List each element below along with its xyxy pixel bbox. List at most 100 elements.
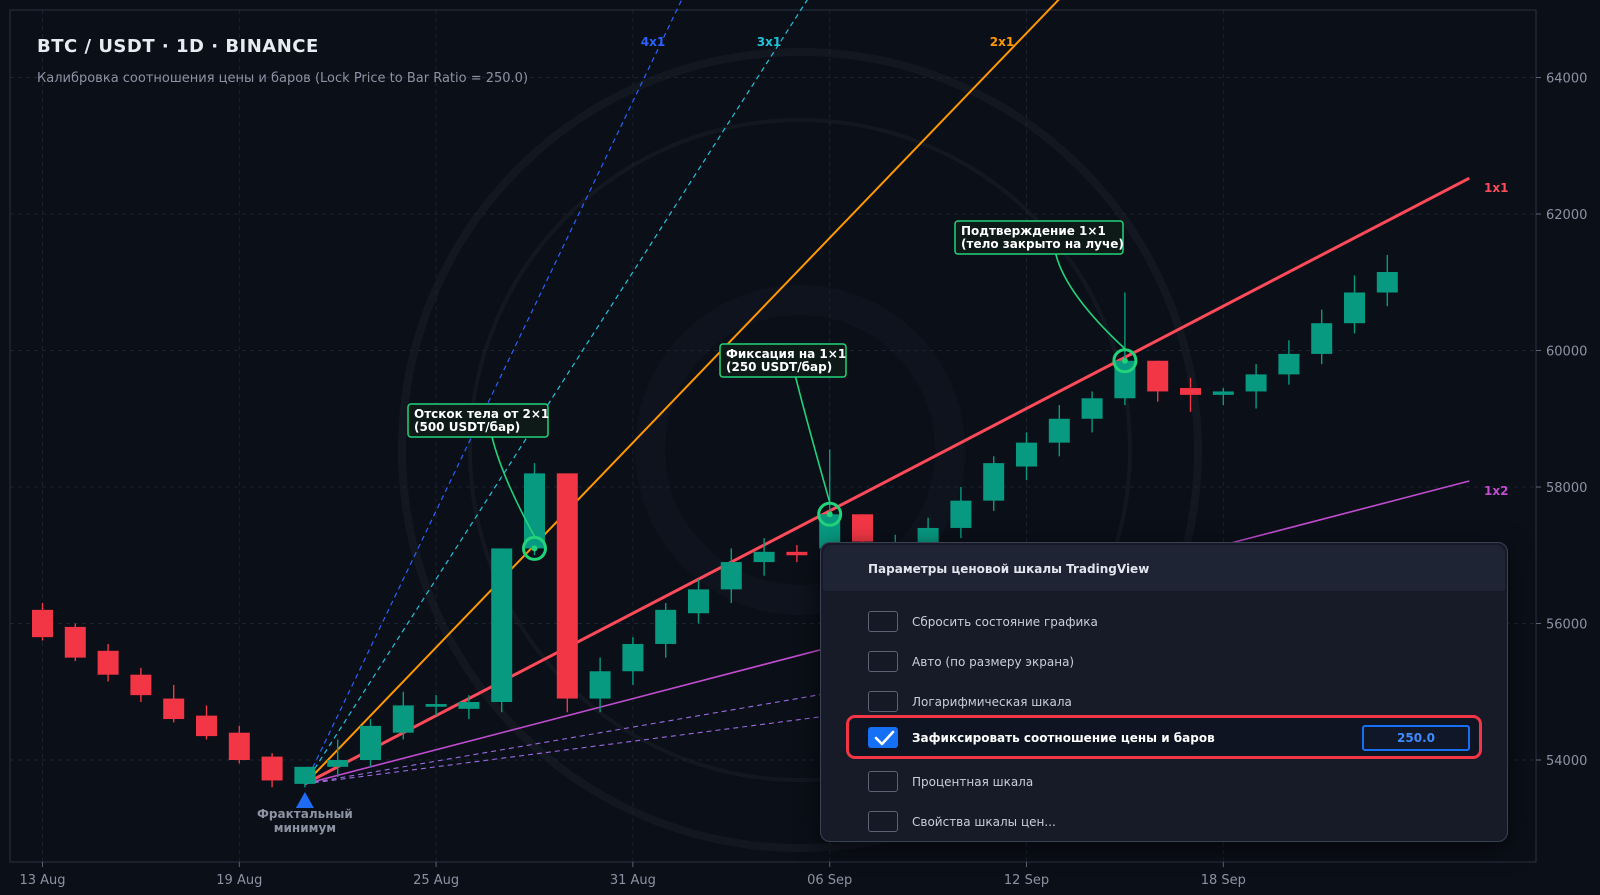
- option-label: Свойства шкалы цен...: [912, 815, 1056, 829]
- candle-up: [1081, 398, 1103, 419]
- chart-subtitle: Калибровка соотношения цены и баров (Loc…: [37, 71, 529, 86]
- option-label: Процентная шкала: [912, 775, 1034, 789]
- candle-up: [688, 589, 709, 614]
- candle-up: [294, 766, 316, 784]
- candle-down: [261, 756, 283, 781]
- y-tick-label: 58000: [1546, 481, 1587, 496]
- fractal-triangle-icon: [295, 792, 314, 808]
- ratio-value-input[interactable]: 250.0: [1362, 725, 1470, 751]
- panel-title: Параметры ценовой шкалы TradingView: [868, 562, 1150, 576]
- candle-down: [163, 698, 185, 720]
- checkbox[interactable]: [868, 651, 898, 672]
- annotations: Отскок тела от 2×1(500 USDT/бар) Фиксация…: [407, 220, 1138, 561]
- candle-up: [1245, 374, 1267, 392]
- candle-up: [720, 562, 742, 590]
- candle-down: [97, 650, 119, 675]
- y-tick-label: 64000: [1546, 72, 1587, 87]
- checkbox[interactable]: [868, 691, 898, 712]
- checkbox[interactable]: [868, 811, 898, 832]
- candle-up: [655, 609, 677, 644]
- gann-ray-label: 4x1: [641, 35, 665, 49]
- annotation-leader: [794, 376, 831, 503]
- candle-up: [1212, 391, 1234, 395]
- x-tick-label: 19 Aug: [216, 873, 262, 888]
- annotation-line-2: (тело закрыто на луче): [961, 237, 1124, 251]
- gann-ray-3x1: [304, 0, 808, 785]
- candle-down: [228, 732, 250, 760]
- gann-ray-2x1: [304, 0, 1060, 785]
- candle-down: [1180, 388, 1201, 395]
- candle-up: [1114, 360, 1136, 399]
- candle-up: [425, 704, 447, 707]
- option-percent-scale[interactable]: Процентная шкала: [821, 765, 1507, 799]
- x-tick-label: 18 Sep: [1201, 873, 1246, 888]
- option-label: Зафиксировать соотношение цены и баров: [912, 731, 1215, 745]
- annotation-box: [954, 220, 1124, 255]
- candle-up: [524, 473, 545, 549]
- annotation-target-ring: [522, 535, 547, 561]
- candle-up: [1048, 418, 1070, 443]
- gann-ray-minor: [304, 715, 830, 785]
- panel-header: Параметры ценовой шкалы TradingView: [823, 545, 1505, 591]
- option-auto-scale[interactable]: Авто (по размеру экрана): [821, 645, 1507, 679]
- gann-ray-label: 1x1: [1484, 181, 1508, 195]
- candle-down: [32, 609, 53, 638]
- x-tick-label: 06 Sep: [807, 873, 852, 888]
- option-label: Логарифмическая шкала: [912, 695, 1072, 709]
- candle-up: [327, 760, 349, 767]
- gann-ray-label: 3x1: [757, 35, 781, 49]
- annotation-target-ring: [1112, 348, 1138, 374]
- candle-up: [622, 643, 644, 672]
- annotation-leader: [491, 436, 536, 537]
- option-log-scale[interactable]: Логарифмическая шкала: [821, 685, 1507, 719]
- annotation-target-ring: [817, 501, 843, 527]
- annotation-line-1: Подтверждение 1×1: [961, 224, 1106, 238]
- candle-up: [458, 701, 480, 709]
- option-label: Сбросить состояние графика: [912, 615, 1098, 629]
- annotation-box: [407, 403, 549, 438]
- gann-ray-4x1: [304, 0, 683, 785]
- time-axis[interactable]: 13 Aug 19 Aug 25 Aug 31 Aug 06 Sep 12 Sep 18 S…: [19, 862, 1246, 888]
- option-label: Авто (по размеру экрана): [912, 655, 1075, 669]
- annotation-line-1: Фиксация на 1×1: [726, 347, 846, 361]
- y-tick-label: 56000: [1546, 618, 1587, 633]
- candle-down: [852, 514, 873, 542]
- candle-up: [1278, 353, 1300, 375]
- candle-up: [950, 500, 972, 528]
- candle-up: [491, 548, 513, 702]
- annotation-target-dot: [826, 511, 833, 518]
- candle-up: [1376, 272, 1398, 293]
- option-reset-chart[interactable]: Сбросить состояние графика: [821, 605, 1507, 639]
- plot-area-frame: [9, 9, 1537, 863]
- x-tick-label: 13 Aug: [19, 873, 65, 888]
- x-tick-label: 12 Sep: [1004, 873, 1049, 888]
- candle-up: [1311, 323, 1333, 354]
- x-tick-label: 31 Aug: [610, 873, 656, 888]
- x-tick-label: 25 Aug: [413, 873, 459, 888]
- annotation-target-dot: [531, 545, 538, 552]
- checkbox[interactable]: [868, 611, 898, 632]
- y-tick-label: 60000: [1546, 345, 1587, 360]
- y-tick-label: 62000: [1546, 208, 1587, 223]
- gann-ray-label: 1x2: [1484, 484, 1508, 498]
- gann-ray-label: 2x1: [990, 35, 1014, 49]
- candle-up: [392, 705, 414, 733]
- option-lock-price-bar-ratio[interactable]: Зафиксировать соотношение цены и баров 2…: [846, 715, 1482, 759]
- fractal-label-1: Фрактальный: [257, 807, 353, 821]
- candle-up: [360, 725, 381, 760]
- candle-up: [753, 551, 775, 563]
- annotation-line-2: (500 USDT/бар): [414, 420, 520, 434]
- checkbox[interactable]: [868, 771, 898, 792]
- option-scale-properties[interactable]: Свойства шкалы цен...: [821, 805, 1507, 839]
- price-axis[interactable]: 54000 56000 58000 60000 62000 64000: [1536, 72, 1587, 770]
- watermark-logo: [398, 48, 1202, 852]
- candle-down: [556, 473, 578, 699]
- checkbox-checked[interactable]: [868, 727, 898, 748]
- candle-up: [589, 671, 611, 699]
- candle-down: [196, 715, 217, 737]
- annotation-box: [719, 343, 847, 378]
- candle-down: [130, 674, 152, 696]
- candle-down: [786, 551, 808, 556]
- candle-up: [1016, 442, 1037, 467]
